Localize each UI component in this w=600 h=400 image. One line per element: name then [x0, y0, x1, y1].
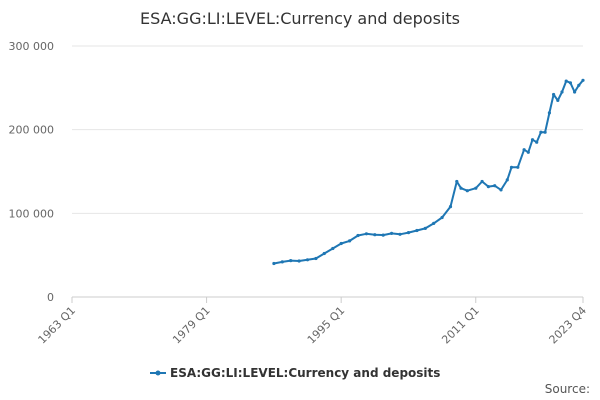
x-axis: 1963 Q1 1979 Q1 1995 Q1 2011 Q1 2023 Q4	[36, 297, 590, 347]
data-point	[272, 261, 276, 266]
data-point	[547, 111, 552, 115]
data-point	[516, 165, 520, 169]
data-point	[564, 79, 568, 83]
x-tick-label: 2023 Q4	[547, 304, 590, 347]
data-point	[297, 259, 301, 263]
data-point	[486, 185, 490, 189]
data-point	[493, 184, 497, 188]
data-point	[530, 138, 535, 142]
gridlines	[72, 45, 583, 298]
data-point	[314, 256, 318, 261]
data-point	[526, 150, 530, 154]
data-point	[331, 246, 335, 251]
data-point	[465, 189, 469, 193]
data-point	[289, 259, 293, 263]
data-point	[432, 221, 436, 225]
data-point	[356, 233, 360, 238]
data-point	[560, 90, 564, 94]
data-point	[364, 232, 368, 236]
x-tick-label: 1995 Q1	[305, 304, 348, 347]
data-point	[348, 239, 352, 243]
data-point	[415, 228, 419, 233]
series-line	[272, 79, 584, 265]
data-point	[440, 215, 444, 220]
data-point	[398, 232, 402, 236]
x-tick-label: 1963 Q1	[36, 304, 79, 347]
data-point	[373, 233, 377, 237]
data-point	[577, 83, 581, 87]
y-axis: 0 100 000 200 000 300 000	[9, 40, 55, 304]
data-point	[381, 233, 385, 237]
y-tick-label: 0	[47, 291, 54, 304]
data-point	[280, 260, 284, 264]
data-point	[505, 178, 509, 182]
legend-marker	[155, 370, 161, 376]
x-tick-label: 2011 Q1	[439, 304, 482, 347]
legend[interactable]: ESA:GG:LI:LEVEL:Currency and deposits	[150, 366, 440, 380]
data-point	[423, 226, 427, 230]
data-point	[474, 186, 478, 190]
x-tick-label: 1979 Q1	[170, 304, 213, 347]
data-point	[568, 81, 573, 85]
data-point	[499, 188, 503, 192]
data-point	[448, 205, 453, 209]
data-point	[556, 98, 560, 102]
data-point	[522, 148, 526, 152]
chart-title: ESA:GG:LI:LEVEL:Currency and deposits	[140, 9, 460, 28]
data-point	[543, 130, 547, 134]
data-point	[535, 140, 539, 144]
data-point	[539, 130, 543, 134]
source-label[interactable]: Source:	[545, 382, 590, 396]
data-point	[459, 186, 463, 190]
series-area	[272, 78, 585, 266]
data-point	[509, 165, 514, 169]
data-point	[305, 258, 310, 262]
data-point	[390, 231, 394, 235]
legend-label: ESA:GG:LI:LEVEL:Currency and deposits	[170, 366, 440, 380]
data-point	[552, 92, 556, 97]
data-point	[406, 231, 411, 235]
data-point	[581, 78, 585, 82]
data-point	[573, 90, 577, 94]
data-point	[480, 179, 484, 184]
y-tick-label: 300 000	[9, 40, 55, 53]
y-tick-label: 200 000	[9, 124, 55, 137]
y-tick-label: 100 000	[9, 207, 55, 220]
data-point	[339, 241, 343, 246]
data-point	[322, 251, 326, 256]
data-point	[455, 179, 459, 184]
